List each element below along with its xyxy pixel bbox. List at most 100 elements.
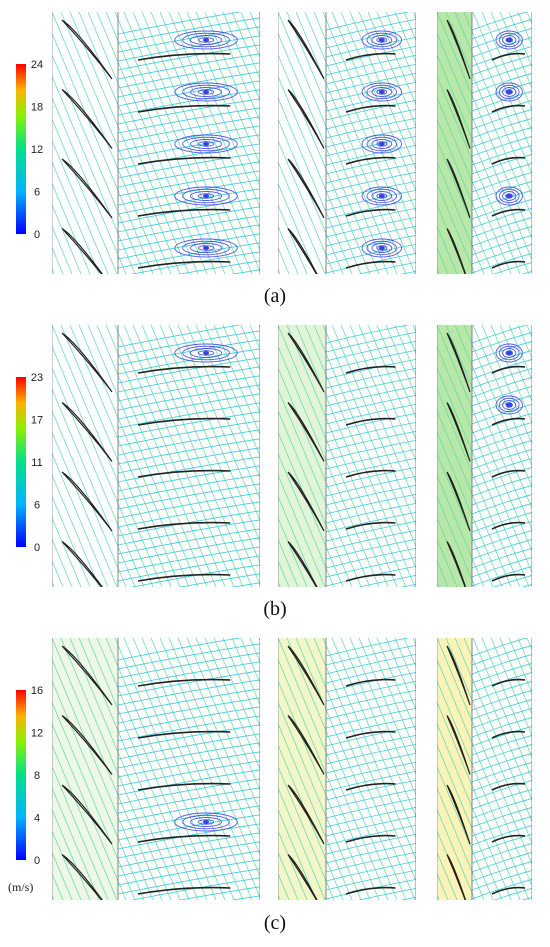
downstream-streamline <box>325 512 416 533</box>
downstream-streamline <box>117 215 260 242</box>
upstream-streamline <box>96 12 208 274</box>
downstream-streamline <box>471 55 532 76</box>
downstream-streamline <box>117 456 260 483</box>
downstream-streamline <box>325 431 416 452</box>
vortex-loop <box>498 397 520 413</box>
upstream-blade <box>287 854 318 900</box>
downstream-streamline <box>117 125 260 152</box>
downstream-streamline <box>471 503 532 524</box>
downstream-streamline <box>325 825 416 846</box>
downstream-streamline <box>471 172 532 193</box>
downstream-streamline <box>117 661 260 688</box>
vortex-loop <box>197 350 215 356</box>
downstream-streamline <box>117 519 260 546</box>
colorbar <box>16 377 26 547</box>
panel-a: 24 18 12 6 0 <box>16 12 550 274</box>
downstream-streamline <box>471 118 532 139</box>
vortex-loop <box>502 348 517 358</box>
downstream-blade <box>345 365 396 374</box>
upstream-streamline <box>349 325 416 484</box>
downstream-streamline <box>471 557 532 578</box>
downstream-streamline <box>325 834 416 855</box>
upstream-streamline <box>52 538 73 587</box>
downstream-blade <box>137 730 231 739</box>
downstream-streamline <box>471 73 532 94</box>
downstream-streamline <box>471 91 532 112</box>
downstream-streamline <box>325 404 416 425</box>
downstream-streamline <box>357 575 416 587</box>
downstream-streamline <box>471 717 532 738</box>
upstream-streamline <box>539 325 550 587</box>
colorbar-tick-label: 4 <box>34 813 40 825</box>
downstream-streamline <box>471 244 532 265</box>
downstream-streamline <box>325 638 410 657</box>
upstream-streamline <box>539 638 550 900</box>
upstream-blade <box>61 853 103 900</box>
upstream-streamline <box>78 638 190 900</box>
downstream-streamline <box>117 670 260 697</box>
upstream-blade <box>61 540 103 587</box>
upstream-streamline <box>52 581 55 587</box>
upstream-streamline <box>536 12 550 274</box>
vortex-core <box>203 820 210 824</box>
downstream-streamline <box>230 895 260 900</box>
downstream-streamline <box>325 208 416 229</box>
upstream-streamline <box>278 851 299 900</box>
upstream-streamline <box>123 638 235 900</box>
downstream-streamline <box>117 26 260 53</box>
downstream-blade <box>137 886 231 895</box>
downstream-streamline <box>471 762 532 783</box>
downstream-streamline <box>117 366 260 393</box>
downstream-streamline <box>117 706 260 733</box>
upstream-streamline <box>52 473 100 587</box>
upstream-streamline <box>340 325 416 505</box>
upstream-streamline <box>60 638 172 900</box>
vortex-loop <box>182 345 230 361</box>
upstream-streamline <box>545 12 550 274</box>
downstream-blade <box>345 52 396 61</box>
upstream-streamline <box>278 75 362 274</box>
downstream-streamline <box>325 325 410 344</box>
downstream-streamline <box>471 136 532 157</box>
upstream-streamline <box>0 325 18 587</box>
upstream-streamline <box>481 638 532 759</box>
downstream-streamline <box>325 645 416 666</box>
upstream-streamline <box>222 638 260 728</box>
downstream-streamline <box>117 206 260 233</box>
downstream-streamline <box>325 771 416 792</box>
upstream-region <box>437 325 472 587</box>
upstream-streamline <box>231 325 260 393</box>
upstream-streamline <box>539 12 550 274</box>
vortex-loop <box>182 814 230 830</box>
colorbar-tick-label: 8 <box>34 770 40 782</box>
downstream-streamline <box>471 512 532 533</box>
case-3 <box>437 638 532 900</box>
downstream-blade <box>491 573 526 582</box>
downstream-blade <box>137 208 231 217</box>
upstream-streamline <box>437 722 512 900</box>
upstream-streamline <box>313 325 416 569</box>
upstream-streamline <box>177 12 260 209</box>
downstream-streamline <box>471 870 532 891</box>
upstream-streamline <box>385 12 416 85</box>
upstream-blade <box>287 645 325 706</box>
caption-a: (a) <box>263 285 287 307</box>
upstream-streamline <box>367 12 416 128</box>
downstream-streamline <box>117 143 260 170</box>
upstream-streamline <box>123 325 235 587</box>
upstream-streamline <box>278 658 380 900</box>
downstream-streamline <box>400 584 416 587</box>
downstream-streamline <box>325 386 416 407</box>
downstream-streamline <box>325 672 416 693</box>
downstream-streamline <box>117 537 260 564</box>
downstream-streamline <box>117 339 260 366</box>
upstream-blade <box>446 19 471 80</box>
upstream-streamline <box>52 325 163 587</box>
upstream-blade <box>61 784 113 845</box>
downstream-streamline <box>117 375 260 402</box>
downstream-streamline <box>471 395 532 416</box>
vortex-loop <box>505 402 513 408</box>
downstream-blade <box>491 782 526 791</box>
vortex-loop <box>182 188 230 204</box>
downstream-streamline <box>471 37 532 58</box>
